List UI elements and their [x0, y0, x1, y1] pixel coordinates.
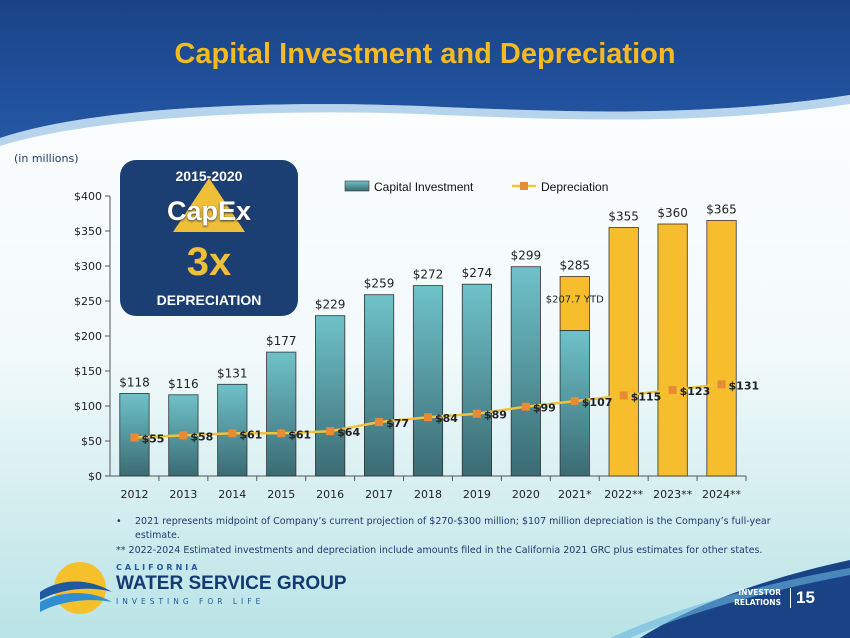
ir-line1: INVESTOR	[738, 588, 781, 597]
y-tick-label: $0	[88, 470, 102, 483]
legend-label-depreciation: Depreciation	[541, 180, 608, 194]
x-tick-label: 2018	[414, 488, 442, 501]
investment-data-label: $365	[706, 203, 737, 217]
logo-line1: CALIFORNIA	[116, 563, 201, 572]
x-tick-label: 2012	[120, 488, 148, 501]
depreciation-data-label: $64	[337, 426, 360, 439]
investment-bar	[412, 285, 444, 477]
depreciation-data-label: $115	[631, 391, 662, 404]
investment-bar-estimated	[706, 220, 737, 477]
footnote-estimates: ** 2022-2024 Estimated investments and d…	[116, 545, 763, 556]
depreciation-marker	[277, 429, 286, 438]
depreciation-marker	[179, 431, 188, 440]
badge-multiple: 3x	[186, 240, 232, 284]
page-title: Capital Investment and Depreciation	[174, 38, 676, 70]
depreciation-data-label: $77	[386, 417, 409, 430]
depreciation-marker	[570, 397, 579, 406]
investment-data-label: $259	[364, 277, 395, 291]
depreciation-marker	[228, 429, 237, 438]
investment-bar-projected	[559, 276, 590, 332]
triangle-icon	[173, 178, 245, 232]
depreciation-data-label: $123	[680, 385, 711, 398]
depreciation-data-label: $84	[435, 412, 458, 425]
depreciation-data-label: $89	[484, 409, 507, 422]
y-tick-label: $350	[74, 225, 102, 238]
badge-capex: CapEx	[166, 196, 252, 226]
investment-data-label: $274	[462, 266, 493, 280]
depreciation-marker	[424, 413, 432, 422]
logo-line2: WATER SERVICE GROUP	[116, 573, 347, 594]
badge-depreciation: DEPRECIATION	[156, 292, 262, 308]
investment-bar	[461, 283, 493, 477]
ir-line2: RELATIONS	[734, 598, 781, 607]
investment-data-label: $116	[168, 377, 199, 391]
x-tick-label: 2016	[316, 488, 344, 501]
legend-swatch-investment	[344, 180, 370, 192]
depreciation-marker	[472, 409, 481, 418]
depreciation-data-label: $99	[533, 402, 556, 415]
investment-data-label: $360	[657, 206, 688, 220]
depreciation-data-label: $61	[288, 428, 311, 441]
y-tick-label: $150	[74, 365, 102, 378]
depreciation-marker	[619, 391, 628, 400]
y-tick-label: $300	[74, 260, 102, 273]
depreciation-data-label: $55	[141, 433, 164, 446]
investment-data-label: $131	[217, 366, 248, 380]
investment-bar	[510, 266, 541, 477]
investment-data-label: $355	[608, 210, 639, 224]
x-tick-label: 2024**	[702, 488, 741, 501]
depreciation-marker	[130, 433, 139, 442]
y-tick-label: $250	[74, 295, 102, 308]
x-tick-label: 2023**	[653, 488, 692, 501]
logo-icon	[40, 562, 112, 614]
depreciation-data-label: $58	[190, 430, 213, 443]
x-tick-label: 2014	[218, 488, 246, 501]
investment-bar-estimated	[608, 227, 639, 477]
x-tick-label: 2017	[365, 488, 393, 501]
capex-depreciation-chart: $0 $50 $100 $150 $200 $250 $300 $350 $400 2012 $11…	[74, 180, 760, 501]
y-tick-label: $400	[74, 190, 102, 203]
investment-bar-estimated	[657, 223, 688, 477]
depreciation-marker	[668, 385, 677, 394]
capex-badge: 2015-2020 CapEx 3x DEPRECIATION	[120, 160, 298, 316]
investment-data-label: $118	[119, 375, 150, 389]
logo-tagline: INVESTING FOR LIFE	[116, 597, 265, 606]
y-tick-label: $200	[74, 330, 102, 343]
x-tick-label: 2020	[512, 488, 540, 501]
investment-data-label: $229	[315, 298, 346, 312]
investment-data-label: $272	[413, 268, 444, 282]
depreciation-data-label: $131	[729, 379, 760, 392]
x-tick-label: 2013	[169, 488, 197, 501]
depreciation-marker	[326, 427, 335, 436]
footnote-bullet: 2021 represents midpoint of Company’s cu…	[135, 516, 771, 541]
x-tick-label: 2022**	[604, 488, 643, 501]
investment-bar	[363, 294, 395, 477]
investment-data-label: $299	[511, 249, 542, 263]
depreciation-marker	[521, 402, 530, 411]
legend-marker-depreciation	[520, 182, 528, 190]
depreciation-marker	[375, 418, 384, 427]
x-tick-label: 2019	[463, 488, 491, 501]
y-tick-label: $50	[81, 435, 102, 448]
investment-data-label: $285	[559, 259, 590, 273]
depreciation-marker	[717, 380, 726, 389]
investment-data-label: $177	[266, 334, 297, 348]
depreciation-data-label: $107	[582, 396, 613, 409]
page-number: 15	[790, 588, 826, 608]
investment-bar	[266, 351, 297, 477]
ytd-label: $207.7 YTD	[546, 295, 604, 306]
depreciation-data-label: $61	[239, 428, 262, 441]
x-tick-label: 2015	[267, 488, 295, 501]
units-note: (in millions)	[14, 152, 79, 165]
investor-relations-label: INVESTOR RELATIONS	[726, 588, 781, 608]
x-tick-label: 2021*	[558, 488, 592, 501]
investment-bar	[315, 315, 346, 477]
footnote-bullet-marker: •	[116, 516, 122, 527]
y-tick-label: $100	[74, 400, 102, 413]
legend-label-investment: Capital Investment	[374, 180, 474, 194]
